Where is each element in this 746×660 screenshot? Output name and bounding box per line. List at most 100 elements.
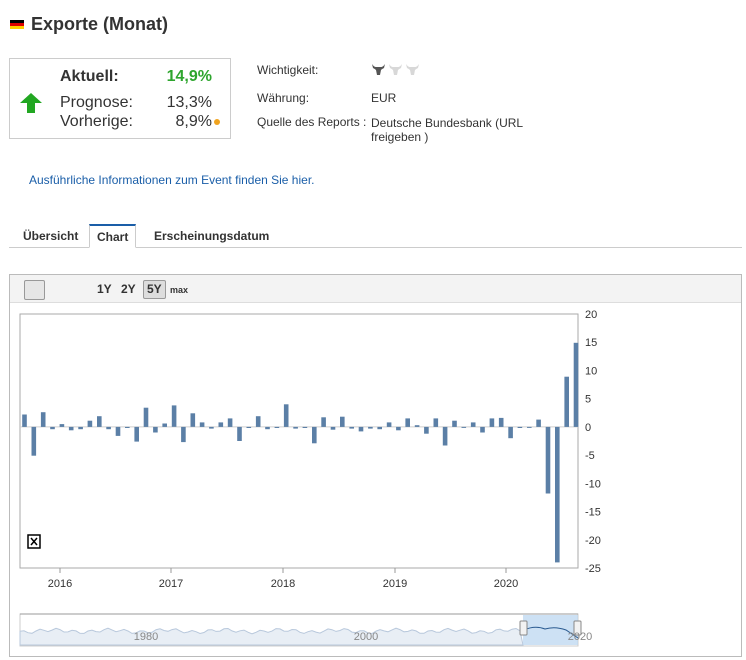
- bar: [508, 426, 513, 439]
- tab-overview[interactable]: Übersicht: [23, 229, 79, 243]
- y-tick-label: -15: [585, 507, 601, 519]
- bar: [134, 426, 139, 442]
- actual-label: Aktuell:: [60, 68, 119, 85]
- bar: [50, 426, 55, 430]
- bar: [414, 425, 420, 427]
- source-label: Quelle des Reports :: [257, 115, 367, 129]
- bar: [218, 422, 224, 427]
- x-tick-label: 2016: [48, 578, 72, 590]
- range-1y-button[interactable]: 1Y: [97, 282, 112, 296]
- navigator-right-handle[interactable]: [573, 620, 582, 636]
- bar: [227, 418, 233, 427]
- x-tick-label: 2020: [494, 578, 518, 590]
- navigator-selection[interactable]: [523, 615, 578, 645]
- bar: [255, 416, 261, 427]
- bar: [106, 426, 111, 430]
- range-5y-button[interactable]: 5Y: [143, 280, 166, 299]
- bar: [377, 426, 382, 430]
- navigator-year-label: 1980: [134, 631, 158, 643]
- bar: [321, 417, 326, 427]
- chart-type-button[interactable]: [24, 280, 45, 300]
- bar: [349, 426, 354, 429]
- previous-label: Vorherige:: [60, 113, 133, 130]
- bar: [396, 426, 401, 431]
- bar: [246, 426, 252, 428]
- bar: [386, 422, 392, 427]
- navigator-series: [19, 627, 524, 646]
- y-tick-label: 10: [585, 365, 597, 377]
- bar: [31, 426, 37, 456]
- up-arrow-icon: [20, 93, 42, 113]
- forecast-value: 13,3%: [166, 94, 212, 111]
- bar: [527, 426, 532, 428]
- title-row: Exporte (Monat): [10, 14, 168, 35]
- range-max-button[interactable]: max: [170, 285, 189, 295]
- navigator-selected-series: [523, 626, 579, 639]
- bar: [190, 413, 196, 427]
- bar: [480, 426, 485, 433]
- bar: [78, 426, 83, 430]
- bar: [209, 426, 214, 429]
- y-tick-label: 15: [585, 337, 597, 349]
- bar: [143, 407, 149, 427]
- bull-icon-filled: [372, 64, 385, 75]
- bar: [265, 426, 270, 430]
- y-tick-label: -25: [585, 563, 601, 575]
- bar: [573, 342, 579, 427]
- bar: [330, 426, 336, 430]
- y-tick-label: 20: [585, 309, 597, 321]
- bar: [452, 420, 457, 427]
- tab-bar: Übersicht Chart Erscheinungsdatum: [9, 224, 742, 248]
- bar: [545, 426, 551, 494]
- event-info-link[interactable]: Ausführliche Informationen zum Event fin…: [29, 173, 315, 187]
- bar: [125, 426, 130, 428]
- source-value[interactable]: Deutsche Bundesbank (URL freigeben ): [371, 116, 523, 144]
- bar: [424, 426, 429, 434]
- plot-area: [19, 313, 579, 569]
- bar: [68, 426, 74, 431]
- summary-card: Aktuell: 14,9% Prognose: 13,3% Vorherige…: [9, 58, 231, 139]
- bar: [97, 416, 102, 427]
- bar: [153, 426, 158, 433]
- germany-flag-icon: [10, 19, 24, 30]
- y-tick-label: 5: [585, 394, 591, 406]
- tab-release-dates[interactable]: Erscheinungsdatum: [154, 229, 270, 243]
- y-tick-label: 0: [585, 422, 591, 434]
- bar: [564, 376, 569, 427]
- bar: [312, 426, 317, 444]
- bar: [405, 418, 410, 427]
- currency-label: Währung:: [257, 91, 310, 105]
- bar: [358, 426, 364, 432]
- chart-toolbar: 1Y 2Y 5Y max: [10, 275, 741, 303]
- navigator-year-label: 2000: [354, 631, 378, 643]
- bar: [115, 426, 121, 436]
- navigator-year-label: 2020: [568, 631, 592, 643]
- bull-icon-empty: [389, 64, 402, 75]
- navigator-left-handle[interactable]: [519, 620, 528, 636]
- page-title: Exporte (Monat): [31, 14, 168, 34]
- bar: [283, 404, 289, 427]
- actual-value: 14,9%: [166, 68, 212, 85]
- tab-chart[interactable]: Chart: [89, 224, 137, 248]
- currency-value: EUR: [371, 91, 397, 105]
- bar: [199, 422, 205, 427]
- flag-stripe-red: [10, 22, 24, 27]
- chart-panel: 1Y 2Y 5Y max 20 15 10 5 0 -5 -10 -15 -20 -25 2016…: [9, 274, 742, 657]
- bar: [555, 426, 560, 563]
- bar: [87, 420, 93, 427]
- bar: [536, 419, 541, 427]
- bar: [274, 426, 280, 428]
- range-2y-button[interactable]: 2Y: [121, 282, 136, 296]
- bar-chart: 20 15 10 5 0 -5 -10 -15 -20 -25 2016 2017 2018 2019 2…: [19, 309, 601, 647]
- flag-stripe-gold: [10, 26, 24, 30]
- forecast-label: Prognose:: [60, 94, 133, 111]
- bar: [517, 426, 523, 428]
- bar: [293, 426, 298, 429]
- bar: [498, 417, 504, 427]
- bar: [181, 426, 186, 443]
- close-icon[interactable]: [27, 534, 41, 549]
- bar: [461, 426, 467, 428]
- bar: [489, 418, 495, 427]
- bar: [442, 426, 448, 446]
- bar: [340, 416, 345, 427]
